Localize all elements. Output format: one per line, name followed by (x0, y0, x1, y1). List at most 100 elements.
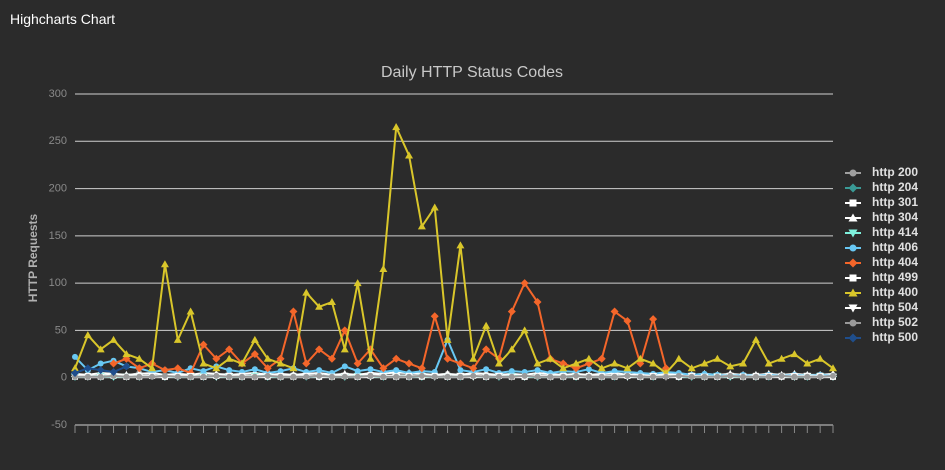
marker (469, 364, 478, 373)
marker (688, 373, 695, 380)
marker (379, 364, 388, 373)
marker (173, 364, 182, 373)
marker (263, 364, 272, 373)
marker (848, 304, 858, 313)
marker (367, 366, 374, 373)
marker (778, 372, 785, 379)
marker (687, 364, 696, 372)
marker (533, 359, 542, 367)
marker (302, 359, 311, 368)
marker (443, 354, 452, 363)
marker (534, 367, 541, 374)
marker (315, 345, 324, 354)
marker (148, 364, 157, 372)
series (109, 279, 670, 377)
marker (584, 354, 593, 362)
marker (328, 373, 335, 380)
marker (470, 372, 477, 379)
marker (393, 367, 400, 374)
marker (598, 373, 605, 380)
marker (392, 354, 401, 363)
marker (649, 359, 658, 367)
y-axis-title: HTTP Requests (26, 213, 40, 302)
marker (96, 345, 105, 353)
marker (751, 335, 760, 343)
series (71, 362, 131, 377)
marker (623, 364, 632, 372)
marker (848, 258, 858, 268)
marker (122, 362, 131, 371)
y-tick-label: 300 (49, 88, 67, 100)
marker (494, 359, 503, 367)
marker (610, 359, 619, 367)
marker (469, 354, 478, 362)
marker (610, 307, 619, 316)
marker (739, 359, 748, 367)
legend-label: http 414 (872, 225, 918, 239)
marker (212, 364, 221, 372)
marker (199, 359, 208, 367)
marker (848, 183, 858, 193)
marker (623, 316, 632, 325)
marker (740, 373, 747, 380)
marker (431, 373, 438, 380)
legend-label: http 204 (872, 180, 918, 194)
marker (96, 366, 105, 375)
marker (353, 279, 362, 287)
marker (508, 373, 515, 380)
y-tick-label: 250 (49, 135, 67, 147)
marker (341, 373, 348, 380)
marker (84, 373, 91, 380)
marker (354, 368, 361, 375)
marker (379, 264, 388, 272)
marker (316, 367, 323, 374)
marker (97, 373, 104, 380)
marker (848, 213, 858, 222)
marker (790, 350, 799, 358)
y-tick-label: 50 (55, 324, 67, 336)
marker (187, 373, 194, 380)
marker (340, 326, 349, 335)
marker (186, 307, 195, 315)
marker (123, 373, 130, 380)
marker (849, 199, 857, 207)
marker (849, 319, 857, 327)
marker (777, 354, 786, 362)
marker (264, 372, 271, 379)
marker (83, 364, 92, 373)
marker (650, 373, 657, 380)
marker (316, 372, 323, 379)
marker (225, 345, 234, 354)
marker (341, 363, 348, 370)
marker (226, 373, 233, 380)
page-title: Highcharts Chart (10, 11, 116, 27)
marker (572, 359, 581, 367)
marker (483, 366, 490, 373)
marker (849, 244, 857, 252)
marker (849, 274, 857, 282)
marker (624, 372, 631, 379)
marker (726, 362, 735, 370)
marker (444, 373, 451, 380)
legend-label: http 304 (872, 210, 918, 224)
marker (251, 373, 258, 380)
marker (597, 354, 606, 363)
marker (611, 368, 618, 375)
marker (483, 373, 490, 380)
marker (122, 350, 131, 358)
marker (277, 373, 284, 380)
marker (752, 373, 759, 380)
marker (848, 229, 858, 238)
marker (97, 360, 104, 367)
marker (303, 373, 310, 380)
series-line (74, 123, 834, 375)
marker (803, 359, 812, 367)
marker (701, 373, 708, 380)
marker (611, 373, 618, 380)
marker (636, 354, 645, 362)
marker (238, 359, 247, 367)
marker (585, 373, 592, 380)
marker (534, 373, 541, 380)
y-tick-label: 200 (49, 182, 67, 194)
marker (533, 298, 542, 307)
